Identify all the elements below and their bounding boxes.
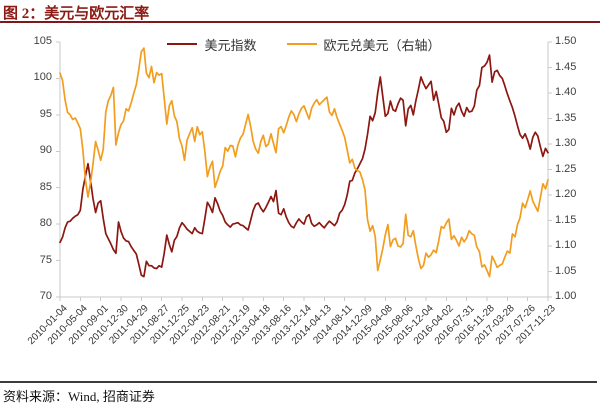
eur-usd-line: [59, 47, 549, 278]
left-axis-tick-label: 95: [39, 107, 52, 120]
right-axis-tick-label: 1.20: [555, 188, 577, 200]
footer-rule: [0, 381, 597, 383]
right-axis-tick-label: 1.50: [555, 35, 577, 47]
right-axis-tick-label: 1.10: [555, 239, 577, 251]
right-axis-tick-label: 1.00: [555, 290, 577, 302]
right-axis-tick-label: 1.45: [555, 60, 577, 73]
title-rule: [0, 21, 600, 24]
right-axis-tick-label: 1.25: [555, 162, 577, 175]
left-axis-tick-label: 75: [39, 253, 52, 266]
left-axis-tick-label: 80: [39, 217, 52, 230]
usd-index-line: [59, 54, 549, 278]
left-axis-tick-label: 85: [39, 180, 52, 193]
left-axis-tick-label: 70: [39, 290, 52, 302]
legend-line-swatch: [167, 42, 198, 46]
right-axis-tick-label: 1.35: [555, 111, 577, 124]
legend-label: 美元指数: [204, 37, 257, 53]
legend-item: 欧元兑美元（右轴）: [286, 35, 441, 54]
legend-item: 美元指数: [167, 35, 257, 54]
left-axis-tick-label: 100: [33, 71, 52, 84]
right-axis-tick-label: 1.40: [555, 86, 577, 98]
legend-line-swatch: [286, 42, 317, 46]
legend-label: 欧元兑美元（右轴）: [323, 37, 441, 53]
source-note: 资料来源：Wind, 招商证券: [3, 389, 155, 404]
figure-title: 图 2：美元与欧元汇率: [3, 6, 150, 22]
chart-legend: 美元指数 欧元兑美元（右轴）: [60, 35, 548, 53]
left-axis-tick-label: 105: [33, 35, 52, 47]
right-axis-tick-label: 1.05: [555, 264, 577, 277]
left-axis-tick-label: 90: [39, 144, 52, 157]
right-axis-tick-label: 1.30: [555, 137, 577, 149]
right-axis-tick-label: 1.15: [555, 213, 577, 226]
